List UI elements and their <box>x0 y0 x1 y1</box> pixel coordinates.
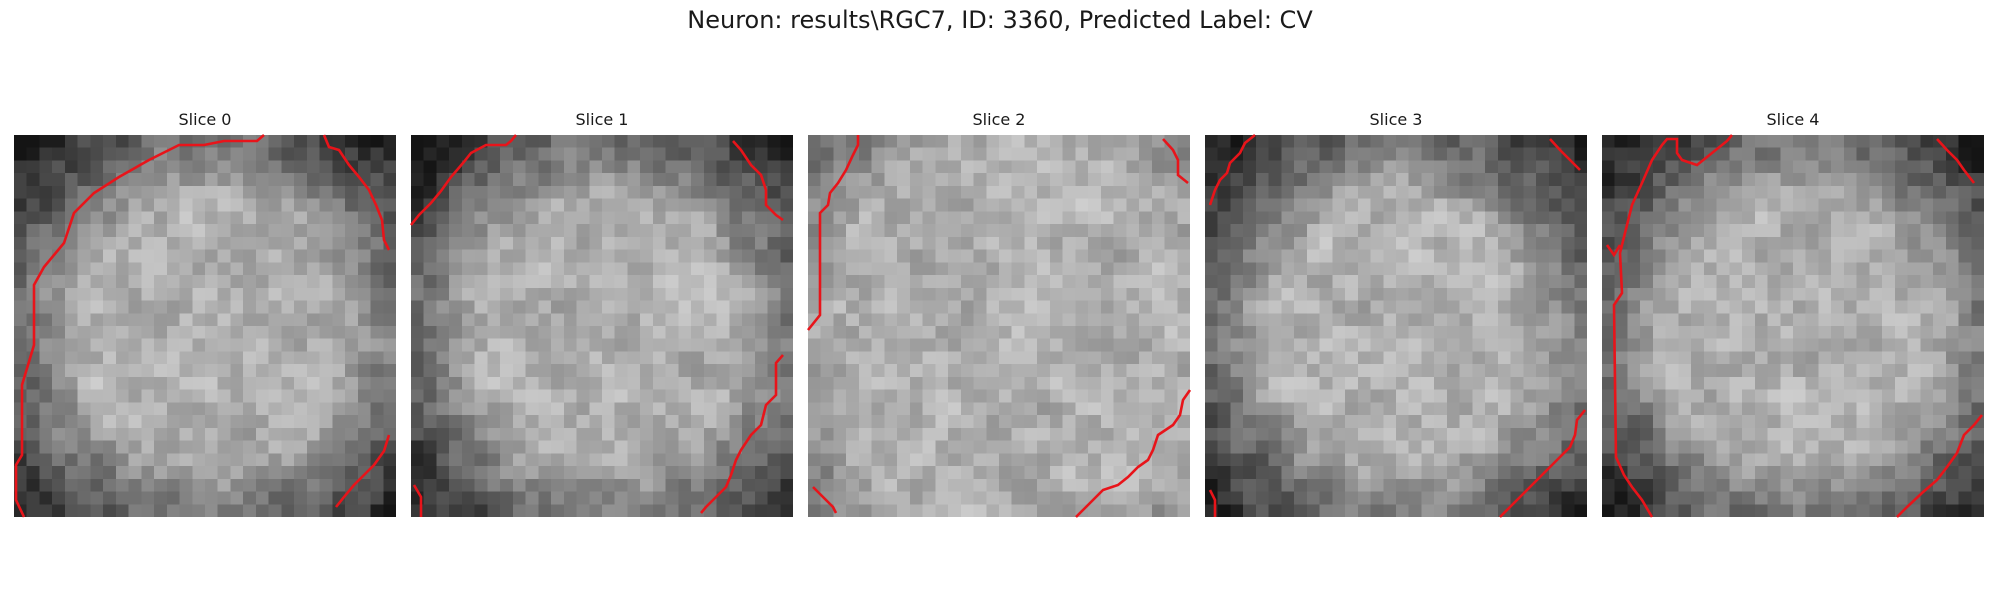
contour-line <box>1936 138 1976 184</box>
contour-line <box>1605 244 1622 258</box>
slice-image <box>1205 135 1587 517</box>
contour-overlay <box>14 134 391 518</box>
slice-title: Slice 0 <box>178 110 232 129</box>
slice-title: Slice 4 <box>1766 110 1820 129</box>
contour-line <box>812 486 838 514</box>
figure-title: Neuron: results\RGC7, ID: 3360, Predicte… <box>687 6 1313 34</box>
contour-line <box>700 354 784 514</box>
contour-line <box>1549 138 1581 171</box>
contour-line <box>1208 489 1217 517</box>
contour-line <box>806 135 860 331</box>
contour-overlay <box>1605 134 1984 518</box>
contour-line <box>334 434 391 508</box>
slice-image <box>411 135 793 517</box>
slice-title: Slice 2 <box>972 110 1026 129</box>
contour-overlay <box>806 135 1192 518</box>
contour-line <box>409 134 517 226</box>
slice-title: Slice 1 <box>575 110 629 129</box>
slice-image <box>1602 135 1984 517</box>
contour-overlay <box>1208 133 1587 518</box>
contour-line <box>1896 414 1984 518</box>
slice-title: Slice 3 <box>1369 110 1423 129</box>
contour-line <box>1499 409 1587 518</box>
contour-line <box>14 134 265 518</box>
slice-image <box>14 135 396 517</box>
contour-line <box>1612 134 1733 518</box>
contour-line <box>732 140 784 222</box>
contour-overlay <box>409 134 784 517</box>
slice-image <box>808 135 1190 517</box>
contour-line <box>1162 138 1189 185</box>
contour-line <box>412 484 423 517</box>
contour-line <box>322 134 391 251</box>
contour-line <box>1075 389 1192 518</box>
contour-line <box>1208 133 1256 206</box>
